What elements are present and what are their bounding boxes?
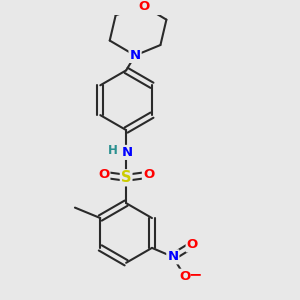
Text: S: S [121, 170, 131, 185]
Text: −: − [188, 267, 202, 282]
Text: N: N [122, 146, 133, 159]
Text: N: N [167, 250, 178, 263]
Text: O: O [138, 0, 150, 13]
Text: H: H [108, 144, 118, 158]
Text: O: O [187, 238, 198, 251]
Text: O: O [98, 168, 110, 181]
Text: O: O [179, 270, 190, 283]
Text: O: O [143, 168, 154, 181]
Text: N: N [130, 49, 141, 62]
